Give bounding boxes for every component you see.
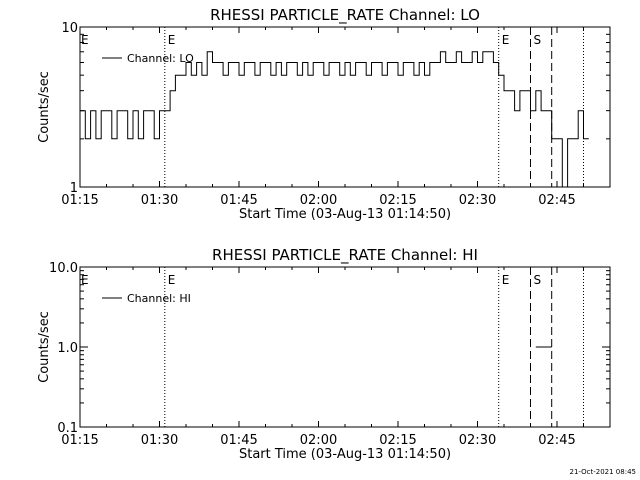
time-marker-label: S (534, 273, 542, 287)
y-tick-label: 10 (61, 21, 78, 36)
y-tick-label: 0.1 (57, 421, 78, 436)
time-marker-label: E (502, 273, 510, 287)
hi-channel-panel: RHESSI PARTICLE_RATE Channel: HI 01:15 01:… (37, 246, 611, 462)
x-tick-label: 01:45 (220, 433, 257, 448)
legend-label: Channel: LO (127, 52, 194, 65)
y-tick-label: 1.0 (57, 341, 78, 356)
y-tick-label: 1 (70, 181, 78, 196)
x-tick-label: 02:45 (538, 193, 575, 208)
lo-channel-panel: RHESSI PARTICLE_RATE Channel: LO 01:15 01:… (37, 6, 611, 222)
footer-timestamp: 21-Oct-2021 08:45 (570, 468, 636, 476)
x-tick-label: 01:15 (61, 193, 98, 208)
chart-title: RHESSI PARTICLE_RATE Channel: LO (210, 6, 480, 25)
edge-marker-label: E (81, 273, 89, 287)
x-tick-label: 02:15 (379, 433, 416, 448)
x-tick-label: 02:00 (300, 433, 337, 448)
x-tick-label: 02:00 (300, 193, 337, 208)
time-marker-label: S (534, 33, 542, 47)
edge-marker-label: E (81, 33, 89, 47)
series-line (80, 51, 589, 188)
time-marker-label: E (168, 273, 176, 287)
x-tick-label: 02:45 (538, 433, 575, 448)
x-tick-label: 02:30 (459, 193, 496, 208)
time-marker-label: E (168, 33, 176, 47)
time-marker-label: E (502, 33, 510, 47)
x-axis-label: Start Time (03-Aug-13 01:14:50) (239, 447, 451, 462)
legend-label: Channel: HI (127, 292, 191, 305)
y-axis-label: Counts/sec (37, 71, 52, 143)
x-tick-label: 02:30 (459, 433, 496, 448)
x-axis-label: Start Time (03-Aug-13 01:14:50) (239, 207, 451, 222)
x-tick-label: 01:15 (61, 433, 98, 448)
chart-title: RHESSI PARTICLE_RATE Channel: HI (212, 246, 478, 265)
x-tick-label: 01:30 (141, 193, 178, 208)
y-axis-label: Counts/sec (37, 311, 52, 383)
x-tick-label: 01:45 (220, 193, 257, 208)
y-tick-label: 10.0 (49, 261, 78, 276)
x-tick-label: 01:30 (141, 433, 178, 448)
x-tick-label: 02:15 (379, 193, 416, 208)
